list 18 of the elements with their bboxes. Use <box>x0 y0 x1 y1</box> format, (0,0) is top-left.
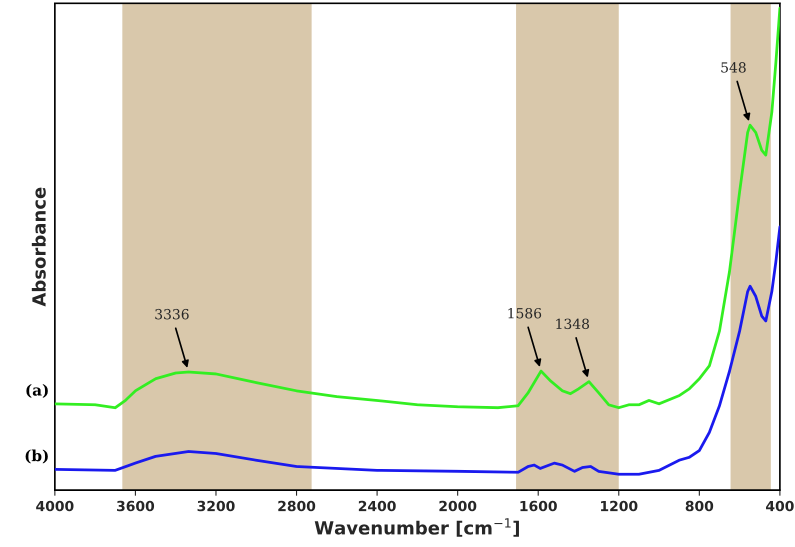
annotation: 548 <box>721 62 746 73</box>
y-axis-title: Absorbance <box>32 188 46 307</box>
annotation: 1586 <box>508 308 542 318</box>
x-tick-label: 1200 <box>601 500 638 512</box>
annotation: 1348 <box>556 318 590 330</box>
x-tick-label: 2000 <box>439 500 476 512</box>
x-tick-label: 2800 <box>278 500 316 512</box>
annotation: 3336 <box>155 308 189 320</box>
series-label: (a) <box>26 384 48 398</box>
x-tick-label: 4000 <box>36 500 74 512</box>
x-tick-label: 400 <box>766 500 794 512</box>
x-tick-label: 3600 <box>117 500 154 512</box>
x-tick-label: 2400 <box>358 500 396 512</box>
x-axis-title: Wavenumber [cm$^{−1}$] <box>314 518 519 537</box>
x-tick-label: 1600 <box>520 500 557 512</box>
series-label: (b) <box>26 449 48 464</box>
x-tick-label: 3200 <box>198 500 235 512</box>
x-tick-label: 800 <box>686 500 714 512</box>
